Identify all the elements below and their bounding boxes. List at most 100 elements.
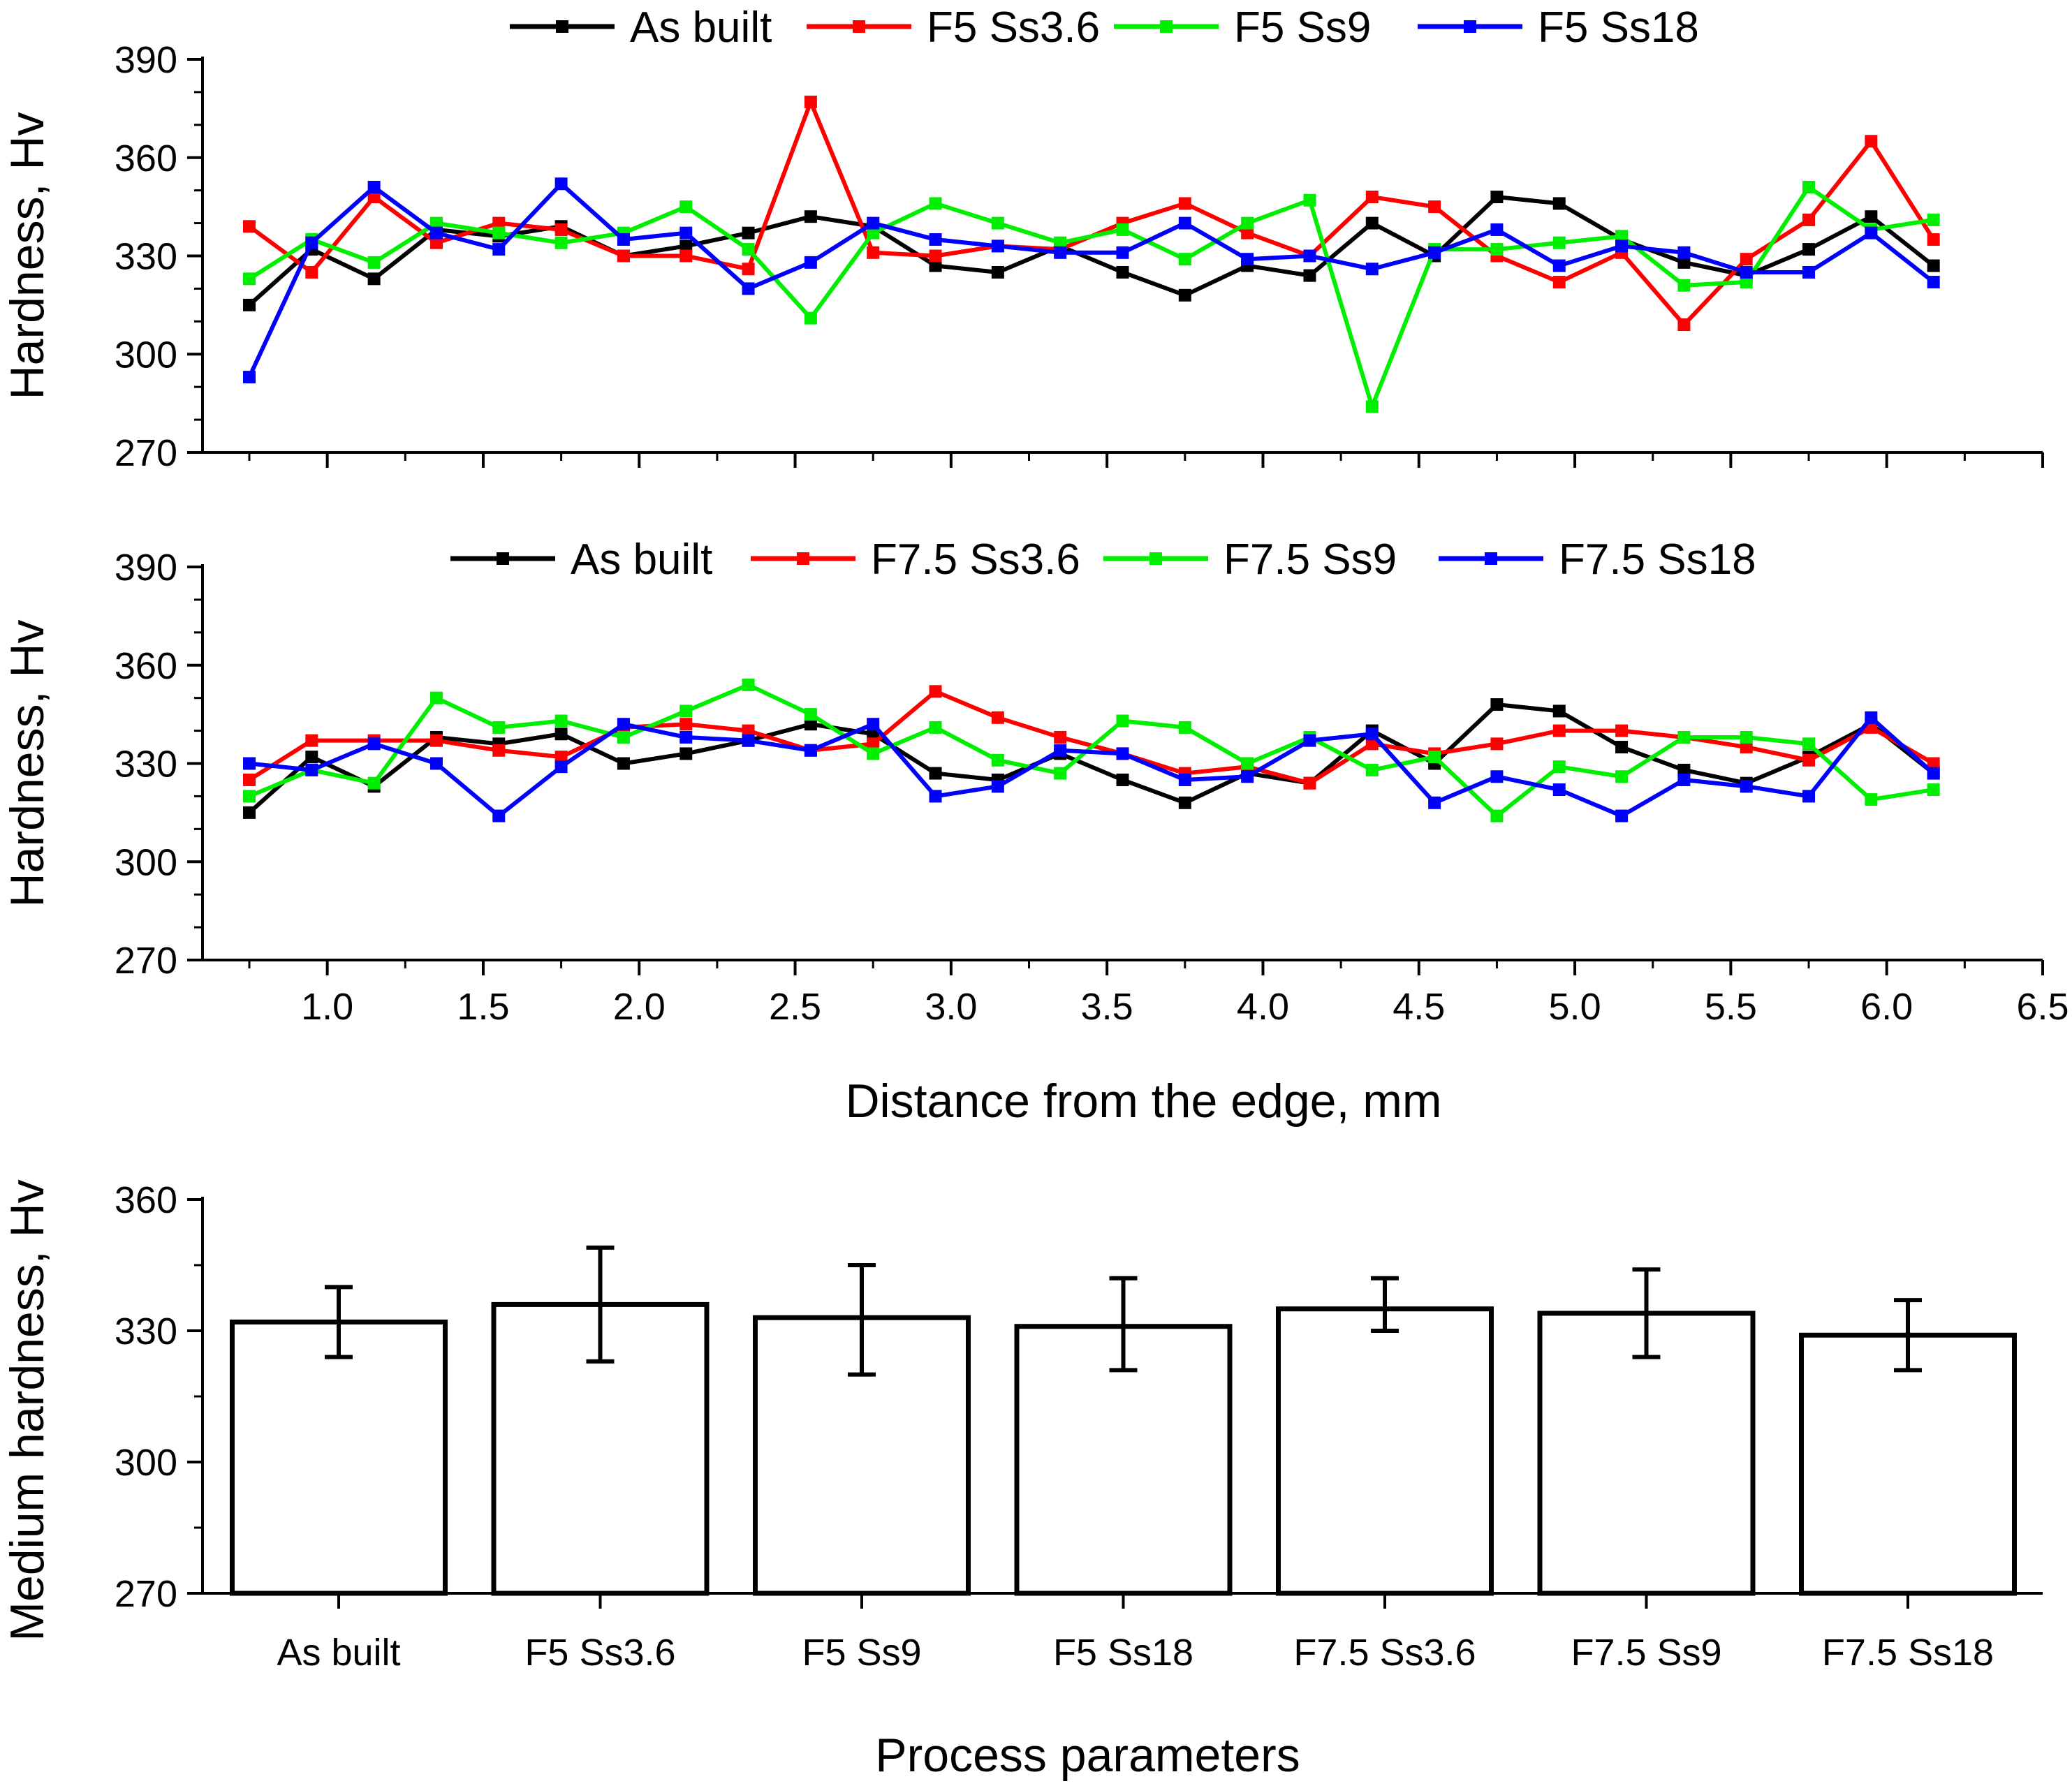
data-point	[804, 708, 817, 721]
data-point	[617, 249, 630, 263]
category-label: F7.5 Ss9	[1571, 1632, 1721, 1674]
data-point	[305, 236, 318, 249]
data-point	[1552, 236, 1566, 249]
data-point	[1241, 757, 1254, 770]
data-point	[492, 226, 506, 239]
data-point	[1490, 191, 1504, 204]
data-point	[1677, 279, 1691, 292]
data-point	[1552, 259, 1566, 272]
data-point	[554, 728, 568, 741]
data-point	[429, 236, 443, 249]
category-label: F7.5 Ss3.6	[1293, 1632, 1476, 1674]
data-point	[429, 734, 443, 747]
data-point	[1241, 216, 1254, 230]
data-point	[1178, 773, 1191, 786]
data-point	[1054, 730, 1067, 744]
data-point	[1303, 193, 1316, 207]
data-point	[804, 744, 817, 757]
data-point	[1802, 265, 1816, 279]
data-point	[1116, 714, 1129, 728]
data-point	[1615, 230, 1629, 243]
data-point	[1740, 276, 1753, 289]
data-point	[305, 751, 318, 764]
legend-swatch-marker	[797, 552, 809, 565]
data-point	[1303, 249, 1316, 263]
legend-swatch-marker	[556, 20, 568, 33]
y-tick-label: 300	[115, 334, 177, 376]
x-tick-label: 1.5	[457, 986, 509, 1028]
y-axis-title: Hardness, Hv	[1, 112, 54, 400]
data-point	[1677, 256, 1691, 269]
series-f7-5-ss18	[242, 711, 1940, 822]
bar-group: F5 Ss3.6	[491, 1245, 710, 1674]
series-line	[247, 182, 1935, 378]
data-point	[1802, 737, 1816, 751]
data-point	[242, 371, 256, 384]
data-point	[1677, 246, 1691, 259]
data-point	[1178, 197, 1191, 210]
data-point	[367, 272, 381, 286]
data-point	[305, 734, 318, 747]
data-point	[1490, 809, 1504, 822]
data-point	[991, 780, 1004, 793]
data-point	[1802, 180, 1816, 193]
data-point	[1552, 783, 1566, 797]
data-point	[679, 704, 693, 718]
data-point	[367, 191, 381, 204]
bar	[1537, 1311, 1756, 1596]
data-point	[1365, 191, 1379, 204]
data-point	[1178, 721, 1191, 734]
y-tick-label: 330	[115, 236, 177, 278]
data-point	[1865, 226, 1878, 239]
data-point	[742, 678, 755, 691]
data-point	[991, 265, 1004, 279]
data-point	[742, 724, 755, 737]
y-tick-label: 270	[115, 1573, 177, 1615]
data-point	[804, 210, 817, 223]
data-point	[867, 747, 880, 760]
data-point	[242, 220, 256, 233]
legend-swatch-marker	[1485, 552, 1497, 565]
x-axis-title: Distance from the edge, mm	[845, 1075, 1441, 1128]
data-point	[429, 757, 443, 770]
series-line	[248, 682, 1934, 818]
x-tick-label: 4.0	[1237, 986, 1289, 1028]
data-point	[991, 711, 1004, 724]
data-point	[1552, 704, 1566, 718]
data-point	[1054, 246, 1067, 259]
data-point	[1365, 763, 1379, 776]
y-tick-label: 270	[115, 432, 177, 474]
data-point	[1740, 780, 1753, 793]
legend-label: F7.5 Ss3.6	[871, 536, 1080, 584]
bar-chart: 270 300 330 360 As built F5 Ss3.6 F5 Ss9 F5 Ss1…	[1, 1179, 2043, 1782]
line-chart-2: 270 300 330 360 390 1.0 1.5 2.0 2.5 3.0 3.5 4.0 4.5 5…	[1, 536, 2069, 1128]
legend-item: As built	[450, 536, 712, 584]
data-point	[1677, 730, 1691, 744]
data-point	[1615, 741, 1629, 754]
legend-label: F7.5 Ss18	[1559, 536, 1756, 584]
data-point	[554, 236, 568, 249]
data-point	[804, 95, 817, 108]
data-point	[367, 776, 381, 790]
data-point	[929, 790, 942, 803]
data-point	[1365, 728, 1379, 741]
data-point	[1927, 259, 1940, 272]
data-point	[1054, 236, 1067, 249]
x-tick-label: 3.0	[925, 986, 977, 1028]
data-point	[991, 753, 1004, 767]
data-point	[1677, 773, 1691, 786]
series-as-built	[242, 698, 1940, 819]
series-f5-ss3-6	[242, 95, 1940, 332]
x-tick-label: 1.0	[301, 986, 353, 1028]
data-point	[617, 730, 630, 744]
data-point	[492, 721, 506, 734]
data-point	[929, 233, 942, 246]
data-point	[1615, 239, 1629, 253]
line-chart-1: 270 300 330 360 390 Hardness, Hv As built F5 Ss…	[1, 3, 2044, 474]
legend-swatch-marker	[1149, 552, 1162, 565]
data-point	[1490, 770, 1504, 783]
legend-item: F5 Ss18	[1418, 3, 1699, 52]
data-point	[367, 180, 381, 193]
data-point	[1428, 246, 1441, 259]
data-point	[492, 216, 506, 230]
